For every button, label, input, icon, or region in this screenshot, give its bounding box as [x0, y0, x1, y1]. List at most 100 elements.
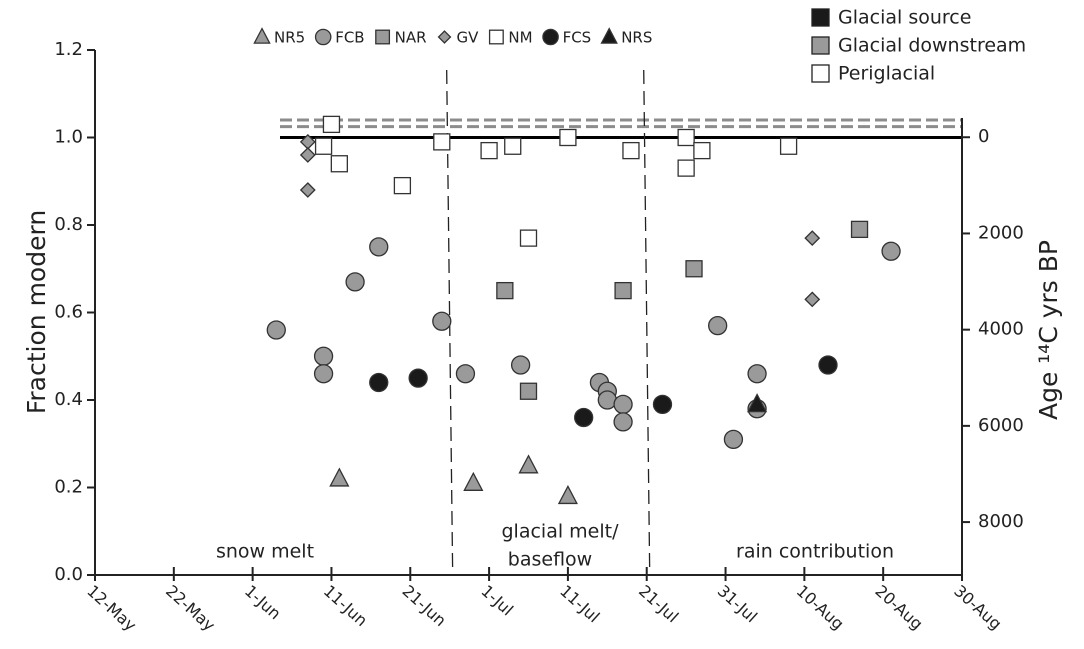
y-tick-label: 0.2	[54, 477, 83, 498]
annotation: glacial melt/	[502, 521, 620, 543]
y-axis-label: Fraction modern	[22, 210, 51, 414]
marker	[559, 128, 577, 147]
marker	[613, 412, 633, 432]
marker	[708, 315, 728, 336]
legend-label: FCS	[563, 29, 592, 47]
legend-marker	[488, 29, 504, 45]
legend-marker	[253, 27, 271, 44]
marker	[614, 281, 632, 300]
legend-label: NAR	[395, 29, 427, 47]
marker	[329, 467, 350, 487]
legend-marker	[314, 28, 332, 46]
marker	[804, 230, 821, 247]
marker	[455, 364, 476, 384]
marker	[408, 368, 428, 388]
x-tick-label: 30-Aug	[950, 581, 1005, 633]
marker	[677, 159, 695, 177]
y-tick-label: 0.6	[54, 302, 83, 323]
marker	[504, 137, 522, 155]
marker	[597, 390, 617, 410]
period-boundary	[643, 69, 651, 576]
marker	[518, 454, 539, 474]
marker	[622, 141, 640, 160]
y2-axis-label: Age ¹⁴C yrs BP	[1034, 240, 1063, 420]
marker	[266, 320, 286, 340]
marker	[369, 237, 389, 257]
x-tick-label: 1-Jul	[477, 581, 517, 619]
marker	[480, 141, 498, 160]
marker	[330, 155, 348, 173]
x-tick-label: 20-Aug	[871, 581, 926, 633]
marker	[779, 137, 798, 155]
marker	[693, 141, 711, 160]
x-tick-label: 10-Aug	[793, 581, 848, 633]
y2-tick-label: 4000	[978, 319, 1024, 340]
marker	[510, 355, 531, 375]
marker	[345, 272, 365, 292]
group-legend-label: Glacial downstream	[838, 35, 1026, 57]
group-legend-swatch	[811, 36, 830, 55]
y2-tick-label: 0	[978, 126, 989, 147]
marker	[299, 182, 316, 198]
x-tick-label: 11-Jul	[556, 581, 603, 626]
marker	[519, 229, 538, 247]
marker	[850, 220, 869, 239]
marker	[818, 355, 838, 375]
marker	[299, 147, 316, 163]
marker	[369, 372, 389, 393]
marker	[881, 241, 901, 261]
annotation: snow melt	[216, 541, 314, 563]
legend-marker	[600, 27, 618, 44]
group-legend-label: Glacial source	[838, 7, 971, 29]
y2-tick-label: 2000	[978, 222, 1024, 243]
x-tick-label: 12-May	[83, 581, 140, 635]
x-tick-label: 1-Jun	[241, 581, 285, 623]
marker	[322, 115, 341, 134]
y-tick-label: 1.2	[54, 39, 83, 60]
marker	[463, 471, 484, 491]
annotation: rain contribution	[736, 541, 894, 563]
legend-label: GV	[457, 29, 480, 47]
marker	[496, 281, 514, 300]
marker	[314, 137, 333, 155]
y2-tick-label: 6000	[978, 415, 1024, 436]
group-legend-label: Periglacial	[838, 63, 935, 85]
legend-label: NR5	[274, 29, 305, 47]
x-tick-label: 21-Jun	[399, 581, 450, 630]
marker	[557, 484, 578, 505]
marker	[574, 407, 594, 428]
marker	[723, 429, 744, 450]
marker	[652, 394, 673, 415]
marker	[747, 364, 767, 384]
marker	[746, 393, 768, 413]
marker	[433, 133, 451, 151]
y2-tick-label: 8000	[978, 511, 1024, 532]
marker	[685, 260, 703, 278]
legend-label: FCB	[335, 29, 364, 47]
marker	[804, 291, 821, 308]
group-legend-swatch	[811, 64, 830, 83]
legend-marker	[437, 30, 452, 44]
legend-marker	[542, 28, 559, 46]
x-tick-label: 11-Jun	[320, 581, 371, 630]
x-tick-label: 31-Jul	[714, 581, 761, 626]
legend-label: NRS	[621, 29, 652, 47]
y-tick-label: 0.4	[54, 389, 83, 410]
y-tick-label: 0.8	[54, 214, 83, 235]
y-tick-label: 0.0	[54, 564, 83, 585]
y-tick-label: 1.0	[54, 127, 83, 148]
marker	[313, 346, 334, 366]
x-tick-label: 21-Jul	[635, 581, 682, 626]
marker	[519, 382, 538, 400]
marker	[313, 364, 334, 384]
group-legend-swatch	[811, 8, 830, 27]
legend-marker	[375, 29, 391, 45]
x-tick-label: 22-May	[162, 581, 219, 635]
annotation: baseflow	[508, 549, 592, 571]
legend-label: NM	[508, 29, 532, 47]
marker	[613, 394, 633, 415]
marker	[393, 176, 412, 195]
marker	[432, 311, 452, 331]
marker	[677, 128, 695, 147]
